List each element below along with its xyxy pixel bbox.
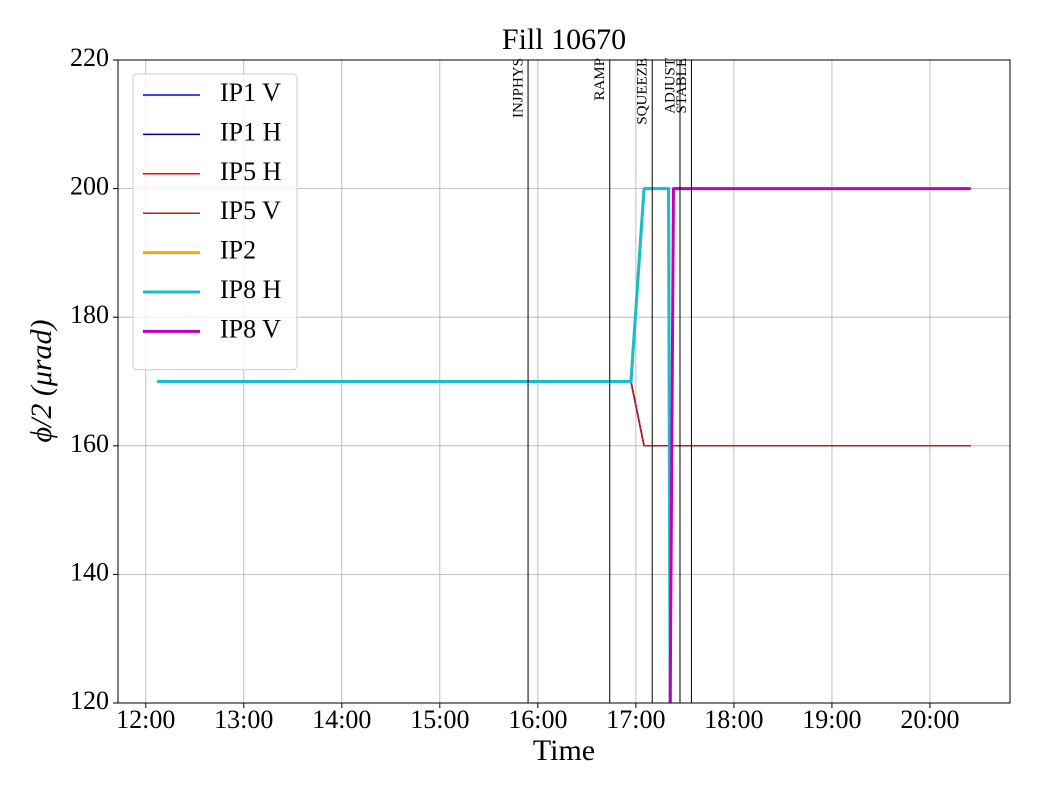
phase-label: ADJUST <box>662 58 678 114</box>
x-tick-label: 14:00 <box>312 705 371 734</box>
plot-frame <box>117 59 1011 704</box>
phase-label: SQUEEZE <box>635 58 651 125</box>
chart-title: Fill 10670 <box>502 23 626 56</box>
phase-label: RAMP <box>592 58 608 101</box>
phase-label: STABLE <box>674 58 690 113</box>
y-tick-label: 200 <box>70 172 109 201</box>
x-tick-label: 20:00 <box>900 705 959 734</box>
phase-label: INJPHYS <box>510 58 526 118</box>
series-line <box>157 380 971 447</box>
x-tick-label: 17:00 <box>606 705 665 734</box>
x-tick-label: 13:00 <box>214 705 273 734</box>
legend-label: IP1 V <box>220 78 281 107</box>
x-tick-label: 16:00 <box>508 705 567 734</box>
legend-label: IP8 V <box>220 314 281 343</box>
x-tick-label: 12:00 <box>116 705 175 734</box>
series-line <box>157 380 971 447</box>
y-tick-label: 120 <box>70 686 109 715</box>
legend-label: IP5 H <box>220 157 282 186</box>
legend-label: IP1 H <box>220 117 282 146</box>
series-line <box>157 187 672 703</box>
legend-label: IP2 <box>220 236 256 265</box>
series-line <box>157 380 971 447</box>
y-tick-label: 160 <box>70 429 109 458</box>
y-tick-label: 220 <box>70 43 109 72</box>
y-tick-label: 180 <box>70 300 109 329</box>
x-tick-label: 19:00 <box>802 705 861 734</box>
legend-label: IP5 V <box>220 196 281 225</box>
legend-label: IP8 H <box>220 275 282 304</box>
y-axis-label: ϕ/2 (μrad) <box>25 319 58 442</box>
legend-box <box>132 73 298 371</box>
series-line <box>668 187 971 703</box>
series-line <box>157 380 971 447</box>
x-tick-label: 18:00 <box>704 705 763 734</box>
x-tick-label: 15:00 <box>410 705 469 734</box>
y-tick-label: 140 <box>70 557 109 586</box>
x-axis-label: Time <box>533 734 595 767</box>
